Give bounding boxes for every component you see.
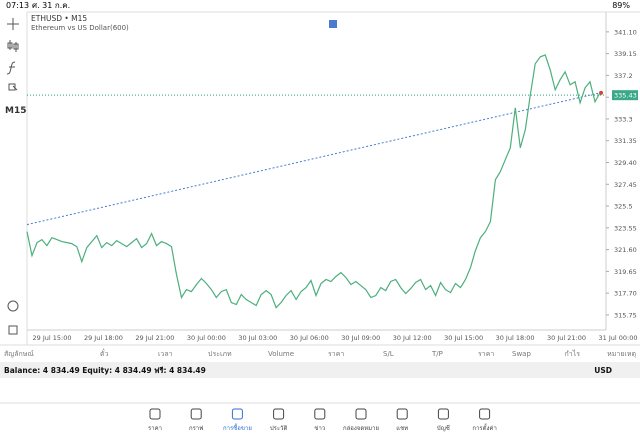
column-header: สัญลักษณ์ (4, 350, 34, 358)
nav-icon[interactable] (149, 408, 161, 420)
nav-label[interactable]: แชท (396, 425, 408, 432)
column-header: ราคา (328, 350, 344, 358)
tool-icons[interactable] (6, 18, 19, 335)
x-tick-label: 29 Jul 21:00 (135, 334, 174, 342)
nav-label[interactable]: กล่องจดหมาย (343, 425, 379, 432)
timeframe[interactable]: M15 (5, 106, 26, 116)
trend-line (26, 92, 601, 226)
nav-icon[interactable] (355, 408, 367, 420)
balance-bar (0, 362, 640, 378)
x-tick-label: 30 Jul 21:00 (547, 334, 586, 342)
y-tick-label: 339.15 (614, 50, 637, 58)
column-header: ราคา (478, 350, 494, 358)
nav-label[interactable]: การซื้อขาย (223, 422, 252, 432)
nav-icon[interactable] (396, 408, 408, 420)
nav-icon[interactable] (437, 408, 449, 420)
x-tick-label: 30 Jul 12:00 (393, 334, 432, 342)
price-tag: 335.43 (614, 92, 637, 100)
nav-icon[interactable] (231, 408, 243, 420)
nav-label[interactable]: บัญชี (437, 424, 450, 432)
nav-label[interactable]: การตั้งค่า (472, 422, 496, 432)
y-tick-label: 331.35 (614, 137, 637, 145)
y-tick-label: 321.60 (614, 246, 637, 254)
column-header: หมายเหตุ (607, 350, 636, 358)
x-tick-label: 30 Jul 00:00 (187, 334, 226, 342)
y-tick-label: 325.5 (614, 203, 633, 211)
x-tick-label: 31 Jul 00:00 (599, 334, 638, 342)
nav-icon[interactable] (479, 408, 491, 420)
x-tick-label: 29 Jul 15:00 (33, 334, 72, 342)
column-header: กำไร (565, 349, 581, 358)
y-tick-label: 317.70 (614, 290, 637, 298)
status-time: 07:13 (6, 1, 29, 10)
y-tick-label: 329.40 (614, 159, 637, 167)
price-tag-bg (612, 90, 638, 101)
column-header: Swap (512, 350, 531, 358)
column-header: ตั๋ว (100, 349, 109, 358)
price-line-series (26, 54, 601, 309)
y-tick-label: 327.45 (614, 181, 637, 189)
compare-icon[interactable] (7, 300, 19, 312)
chart-title: ETHUSD • M15 (31, 14, 87, 23)
y-tick-label: 337.2 (614, 72, 633, 80)
x-tick-label: 30 Jul 18:00 (496, 334, 535, 342)
x-tick-label: 30 Jul 15:00 (444, 334, 483, 342)
y-tick-label: 341.10 (614, 28, 637, 36)
nav-icon[interactable] (273, 408, 285, 420)
balance: Balance: 4 834.49 Equity: 4 834.49 ฟรี: … (4, 366, 206, 375)
export-icon[interactable] (8, 325, 18, 335)
y-tick-label: 323.55 (614, 224, 637, 232)
column-header: เวลา (158, 350, 173, 358)
y-tick-label: 315.75 (614, 311, 637, 319)
status-date: ศ. 31 ก.ค. (32, 1, 70, 10)
column-header: ประเภท (208, 350, 232, 358)
x-tick-label: 30 Jul 09:00 (341, 334, 380, 342)
nav-icon[interactable] (314, 408, 326, 420)
nav-label[interactable]: ข่าว (314, 425, 325, 432)
column-header: T/P (431, 350, 443, 358)
one-click-icon[interactable] (329, 20, 337, 28)
x-tick-label: 30 Jul 03:00 (238, 334, 277, 342)
nav-icon[interactable] (190, 408, 202, 420)
currency: USD (594, 366, 612, 375)
y-tick-label: 333.3 (614, 115, 633, 123)
chart-subtitle: Ethereum vs US Dollar(600) (31, 24, 129, 32)
y-tick-label: 319.65 (614, 268, 637, 276)
nav-label[interactable]: กราฟ (189, 425, 203, 432)
nav-label[interactable]: ประวัติ (270, 425, 288, 432)
objects-icon[interactable] (8, 83, 18, 91)
status-battery: 89% (612, 1, 630, 10)
function-icon[interactable] (6, 61, 16, 75)
crosshair-icon[interactable] (7, 18, 19, 30)
indicator-icon[interactable] (7, 40, 19, 52)
column-header: Volume (268, 350, 294, 358)
column-header: S/L (383, 350, 394, 358)
nav-label[interactable]: ราคา (148, 425, 162, 432)
x-tick-label: 29 Jul 18:00 (84, 334, 123, 342)
x-tick-label: 30 Jul 06:00 (290, 334, 329, 342)
